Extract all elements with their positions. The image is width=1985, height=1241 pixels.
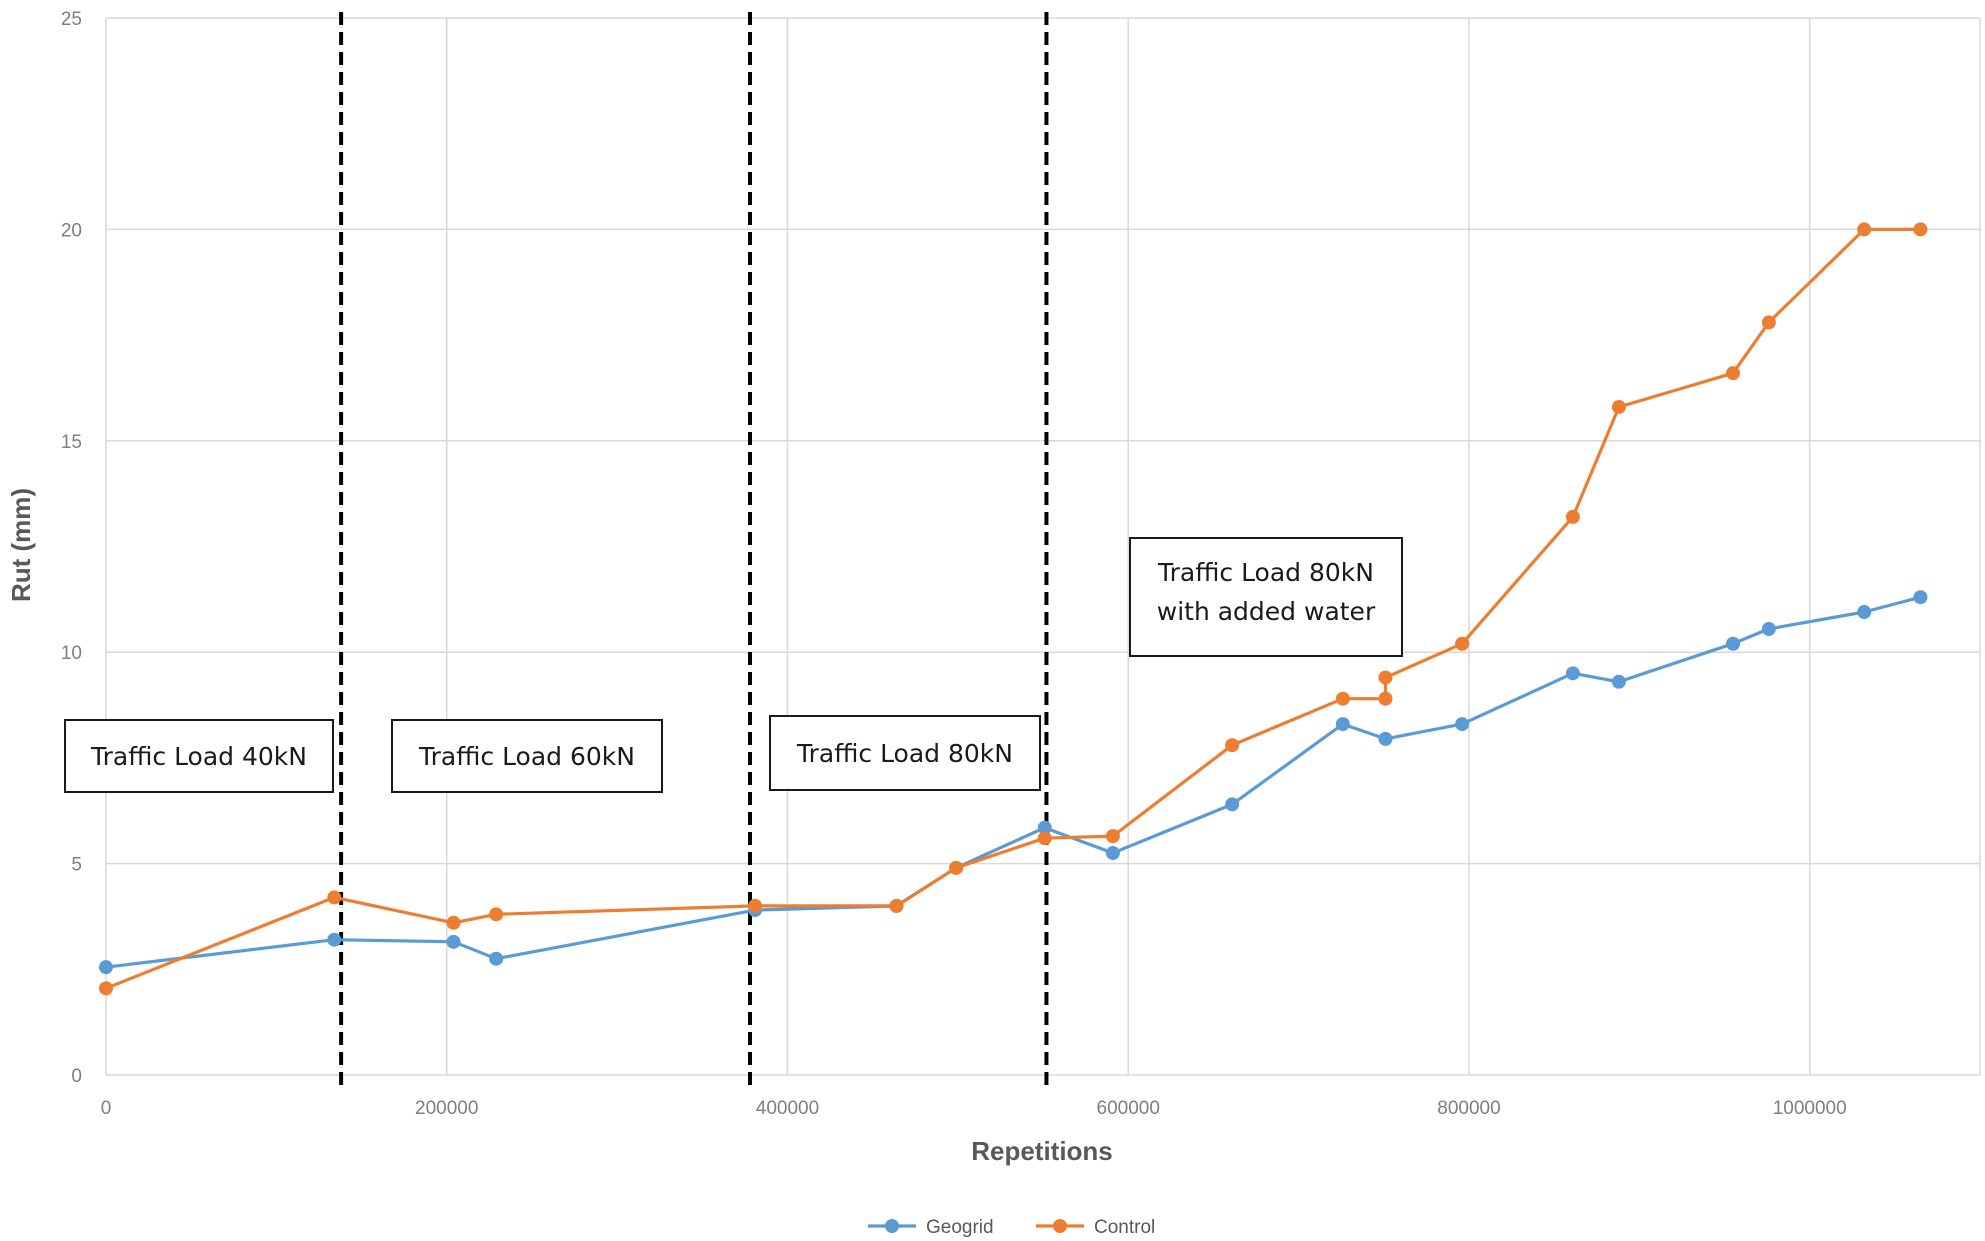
annotation-text: Traffic Load 60kN: [418, 742, 635, 771]
data-point-control: [1225, 738, 1240, 753]
legend-swatch-marker: [1053, 1219, 1067, 1233]
data-point-control: [1611, 399, 1626, 414]
data-point-control: [1378, 670, 1393, 685]
data-point-control: [1913, 222, 1928, 237]
annotation-text: Traffic Load 40kN: [90, 742, 307, 771]
annotation-box: Traffic Load 60kN: [391, 719, 663, 793]
y-tick-label: 15: [61, 432, 82, 453]
y-tick-labels: 0 5 10 15 20 25: [61, 9, 82, 1087]
annotation-border: [1129, 537, 1403, 657]
data-point-geogrid: [1761, 621, 1776, 636]
legend-item-geogrid: Geogrid: [868, 1217, 994, 1238]
data-point-geogrid: [446, 934, 461, 949]
data-point-control: [1726, 366, 1741, 381]
data-point-control: [1857, 222, 1872, 237]
x-tick-label: 200000: [415, 1098, 478, 1119]
x-tick-labels: 0 200000 400000 600000 800000 1000000: [101, 1098, 1847, 1119]
annotation-layer: Traffic Load 40kN Traffic Load 60kN Traffi…: [64, 537, 1403, 793]
gridlines: [105, 17, 1981, 1076]
data-point-control: [1455, 636, 1470, 651]
x-tick-label: 400000: [756, 1098, 819, 1119]
legend: Geogrid Control: [868, 1217, 1155, 1238]
data-point-geogrid: [99, 960, 113, 975]
data-point-control: [748, 898, 763, 913]
data-point-geogrid: [1565, 666, 1580, 681]
data-point-geogrid: [1913, 590, 1928, 605]
data-point-control: [889, 898, 904, 913]
data-point-control: [1335, 691, 1350, 706]
legend-label: Geogrid: [926, 1217, 994, 1238]
x-tick-label: 0: [101, 1098, 112, 1119]
y-tick-label: 5: [71, 855, 82, 876]
y-tick-label: 25: [61, 9, 82, 30]
annotation-text: Traffic Load 80kN: [796, 739, 1013, 768]
y-tick-label: 0: [71, 1066, 82, 1087]
data-point-control: [489, 907, 504, 922]
x-tick-label: 1000000: [1773, 1098, 1847, 1119]
annotation-text: Traffic Load 80kN: [1157, 558, 1374, 587]
data-point-geogrid: [327, 932, 342, 947]
y-axis-title: Rut (mm): [6, 488, 36, 602]
data-point-control: [1037, 831, 1052, 846]
data-point-control: [99, 981, 113, 996]
data-point-geogrid: [1037, 820, 1052, 835]
data-point-geogrid: [1857, 605, 1872, 620]
annotation-border: [64, 719, 334, 793]
data-point-control: [1105, 829, 1120, 844]
data-point-geogrid: [489, 951, 504, 966]
x-axis-title: Repetitions: [971, 1136, 1113, 1166]
data-point-control: [1565, 509, 1580, 524]
legend-label: Control: [1094, 1217, 1155, 1238]
legend-swatch-marker: [885, 1219, 899, 1233]
annotation-text: with added water: [1157, 597, 1376, 626]
x-tick-label: 800000: [1437, 1098, 1500, 1119]
data-point-control: [446, 915, 461, 930]
legend-item-control: Control: [1036, 1217, 1155, 1238]
data-point-geogrid: [1105, 846, 1120, 861]
data-point-geogrid: [1225, 797, 1240, 812]
data-point-control: [949, 860, 964, 875]
y-tick-label: 10: [61, 643, 82, 664]
data-point-control: [327, 890, 342, 905]
series-layer: [99, 222, 1928, 996]
data-point-control: [1761, 315, 1776, 330]
data-point-geogrid: [1455, 717, 1470, 732]
series-line-control: [105, 227, 1921, 990]
data-point-geogrid: [1726, 636, 1741, 651]
annotation-box: Traffic Load 80kN with added water: [1129, 537, 1403, 657]
x-tick-label: 600000: [1097, 1098, 1160, 1119]
data-point-geogrid: [1611, 674, 1626, 689]
data-point-geogrid: [1378, 731, 1393, 746]
data-point-geogrid: [1335, 717, 1350, 732]
annotation-box: Traffic Load 40kN: [64, 719, 334, 793]
annotation-border: [769, 715, 1041, 791]
annotation-border: [391, 719, 663, 793]
data-point-control: [1378, 691, 1393, 706]
y-tick-label: 20: [61, 220, 82, 241]
annotation-box: Traffic Load 80kN: [769, 715, 1041, 791]
